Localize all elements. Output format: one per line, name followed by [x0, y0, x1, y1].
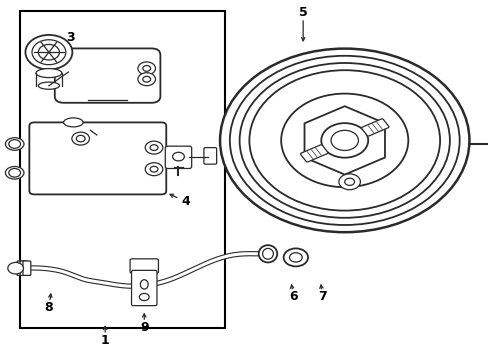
Ellipse shape: [258, 245, 277, 262]
FancyBboxPatch shape: [131, 270, 157, 306]
Circle shape: [239, 63, 449, 218]
Text: 3: 3: [66, 31, 75, 44]
Circle shape: [138, 62, 155, 75]
Ellipse shape: [38, 82, 60, 89]
Circle shape: [321, 123, 367, 158]
Circle shape: [25, 35, 72, 69]
Text: 9: 9: [140, 321, 148, 334]
Text: 6: 6: [288, 291, 297, 303]
Ellipse shape: [5, 166, 24, 179]
Ellipse shape: [63, 118, 83, 127]
FancyBboxPatch shape: [300, 145, 327, 162]
FancyBboxPatch shape: [55, 48, 160, 103]
FancyBboxPatch shape: [361, 119, 388, 136]
FancyBboxPatch shape: [29, 122, 166, 194]
FancyBboxPatch shape: [17, 261, 25, 275]
Bar: [20, 11, 224, 328]
Ellipse shape: [5, 138, 24, 150]
Polygon shape: [304, 106, 384, 175]
Circle shape: [229, 56, 459, 225]
FancyBboxPatch shape: [130, 259, 158, 273]
Ellipse shape: [36, 69, 61, 78]
Text: 7: 7: [318, 291, 326, 303]
Circle shape: [8, 262, 23, 274]
FancyBboxPatch shape: [23, 261, 31, 275]
Circle shape: [338, 174, 360, 190]
FancyBboxPatch shape: [20, 261, 28, 275]
Circle shape: [249, 70, 439, 211]
Circle shape: [145, 141, 163, 154]
Text: 2: 2: [140, 67, 148, 80]
Circle shape: [138, 73, 155, 86]
Circle shape: [145, 163, 163, 176]
FancyBboxPatch shape: [203, 148, 216, 164]
Circle shape: [281, 94, 407, 187]
FancyBboxPatch shape: [165, 146, 191, 168]
Text: 8: 8: [44, 301, 53, 314]
Text: 4: 4: [181, 195, 190, 208]
Text: 1: 1: [101, 334, 109, 347]
Text: 5: 5: [298, 6, 307, 19]
Circle shape: [283, 248, 307, 266]
Circle shape: [220, 49, 468, 232]
Circle shape: [72, 132, 89, 145]
